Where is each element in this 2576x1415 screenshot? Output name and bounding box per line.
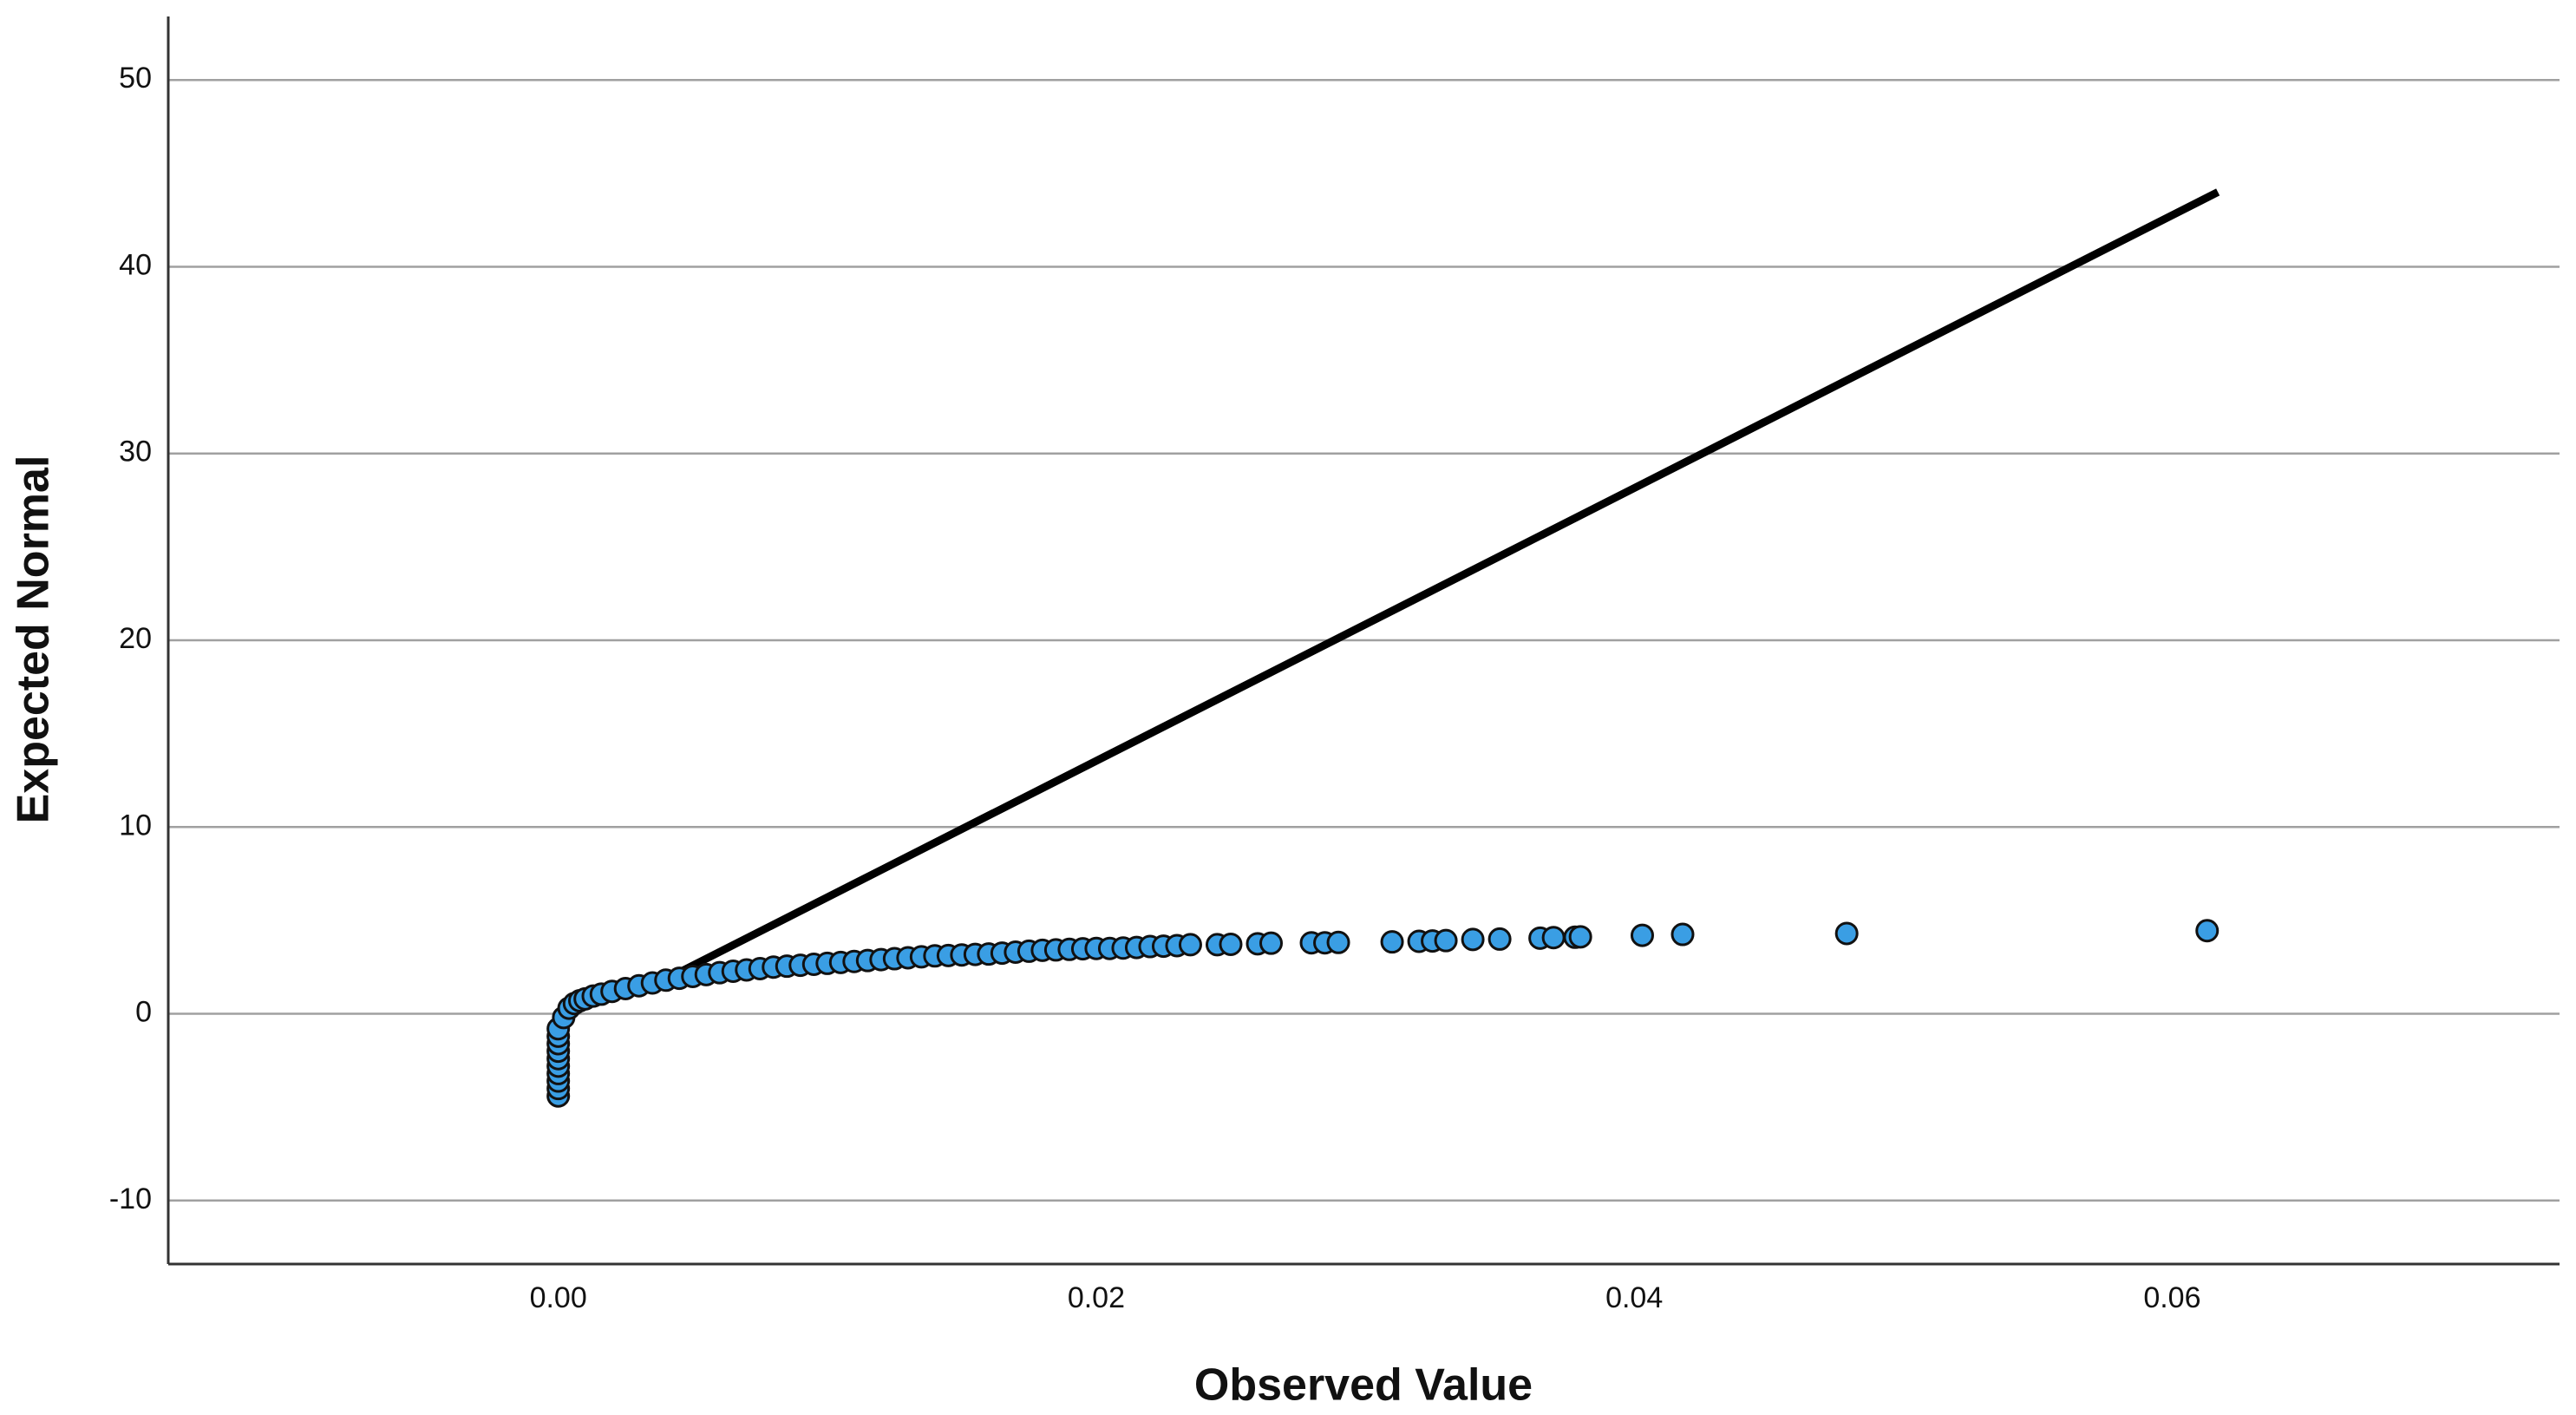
point [1326,930,1350,954]
y-tick-label: 50 [119,62,152,95]
x-tick-label: 0.00 [530,1281,587,1314]
y-axis-title: Expected Normal [9,455,59,824]
point [1568,925,1592,949]
x-axis-title: Observed Value [1194,1360,1533,1411]
reference-line [669,188,2220,980]
point [1178,933,1202,957]
y-tick-label: 10 [119,809,152,842]
point [1259,931,1284,955]
point [1670,922,1695,947]
point [1541,926,1566,950]
x-tick-label: 0.06 [2143,1281,2200,1314]
point [1630,923,1654,947]
point [1380,930,1404,954]
y-tick-label: 0 [135,996,152,1029]
point [2195,919,2220,943]
y-tick-label: 30 [119,436,152,468]
y-tick-label: -10 [109,1182,152,1215]
point [1834,921,1859,946]
point [1219,932,1243,956]
x-tick-label: 0.02 [1068,1281,1125,1314]
point [1434,928,1458,953]
y-tick-label: 20 [119,622,152,655]
point [1461,927,1485,952]
point [1487,927,1512,951]
y-tick-label: 40 [119,248,152,281]
x-tick-label: 0.04 [1605,1281,1663,1314]
